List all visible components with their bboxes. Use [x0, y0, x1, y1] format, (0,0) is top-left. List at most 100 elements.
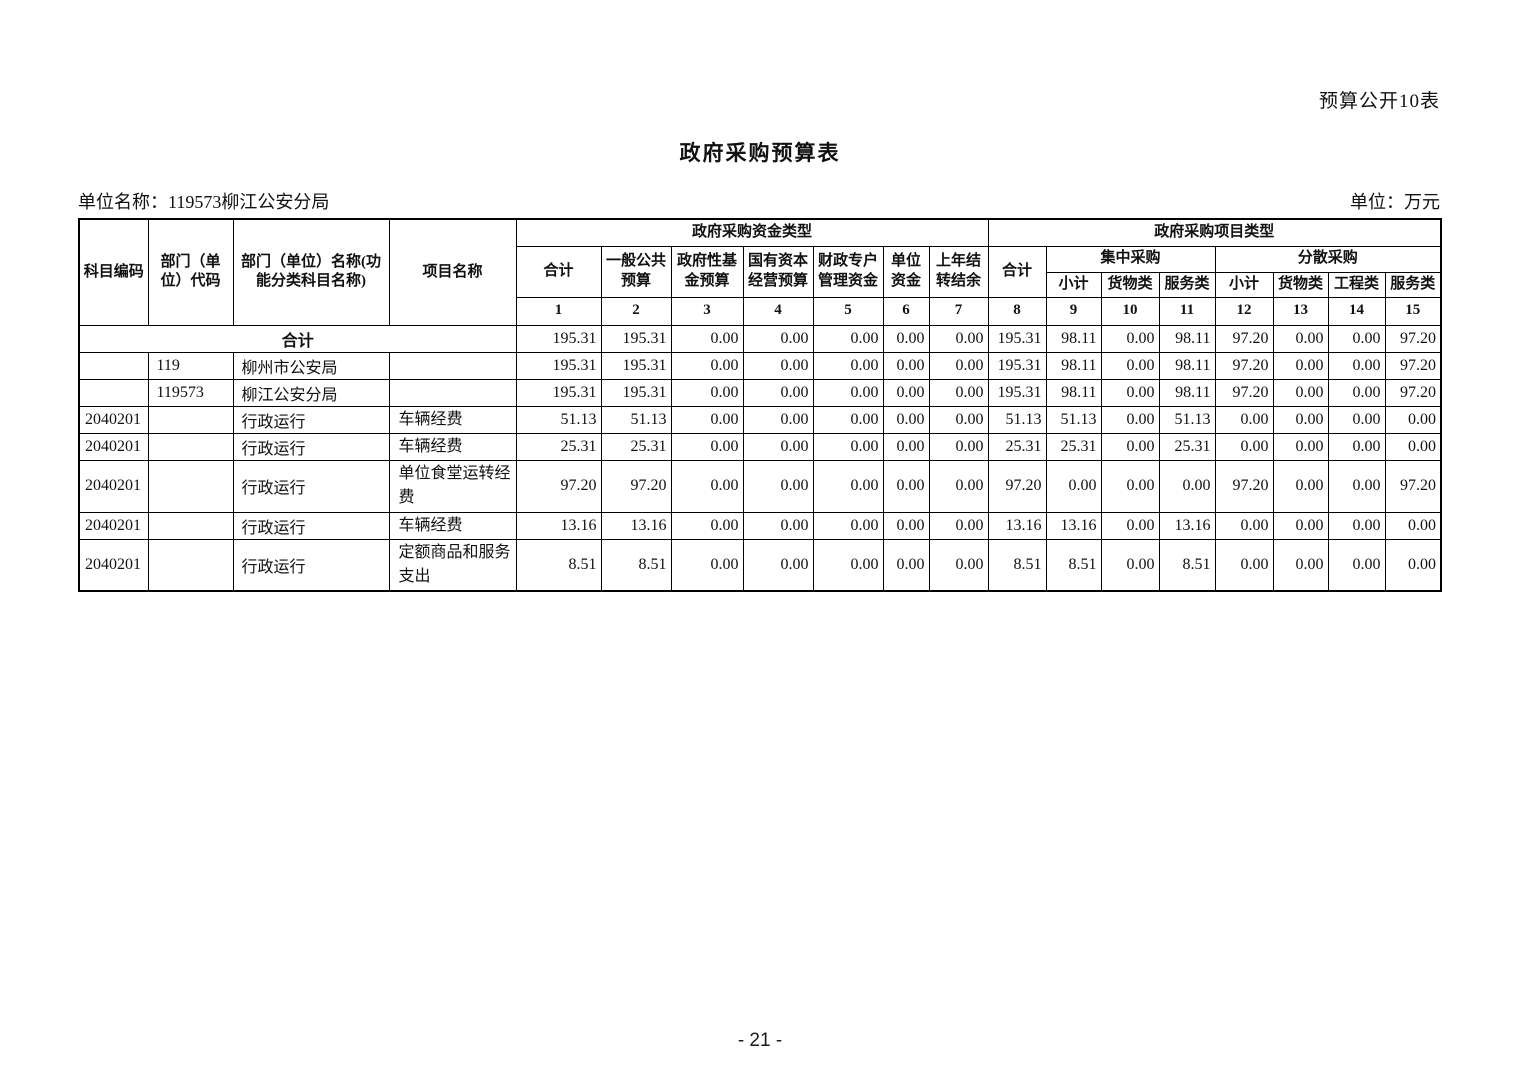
cell-value-col6: 0.00: [882, 405, 930, 434]
cell-value-col2: 97.20: [600, 459, 672, 513]
cell-value-col14: 0.00: [1327, 511, 1386, 540]
cell-value-col9: 25.31: [1045, 432, 1102, 461]
header-fund-state-capital: 国有资本经营预算: [742, 245, 814, 298]
cell-value-col7: 0.00: [928, 511, 989, 540]
cell-value-col14: 0.00: [1327, 459, 1386, 513]
cell-value-col5: 0.00: [812, 538, 884, 592]
table-row: 119573 柳江公安分局 195.31 195.31 0.00 0.00 0.00 0.00…: [78, 378, 1442, 407]
cell-value-col11: 98.11: [1158, 351, 1216, 380]
cell-value-col15: 97.20: [1384, 351, 1442, 380]
budget-table: 科目编码 部门（单位）代码 部门（单位）名称(功能分类科目名称) 项目名称 政府…: [78, 218, 1443, 592]
cell-dept-code: 119573: [147, 378, 234, 407]
cell-value-col8: 13.16: [987, 511, 1047, 540]
table-row: 2040201 行政运行 单位食堂运转经费 97.20 97.20 0.00 0.00 0.0…: [78, 459, 1442, 513]
cell-dept-name: 行政运行: [232, 511, 390, 540]
cell-value-col10: 0.00: [1100, 432, 1160, 461]
table-row: 119 柳州市公安局 195.31 195.31 0.00 0.00 0.00 0.00 0.0…: [78, 351, 1442, 380]
header-col-number-12: 12: [1214, 296, 1274, 326]
cell-value-col12: 0.00: [1214, 432, 1274, 461]
header-col-number-7: 7: [928, 296, 989, 326]
cell-value-col9: 0.00: [1045, 459, 1102, 513]
cell-subject-code: 2040201: [78, 538, 149, 592]
cell-value-col2: 195.31: [600, 351, 672, 380]
header-dept-name: 部门（单位）名称(功能分类科目名称): [232, 218, 390, 326]
header-centralized-subtotal: 小计: [1045, 271, 1102, 298]
header-col-number-15: 15: [1384, 296, 1442, 326]
header-fund-fiscal-account: 财政专户管理资金: [812, 245, 884, 298]
header-col-number-3: 3: [670, 296, 744, 326]
cell-dept-code: [147, 432, 234, 461]
cell-value-col7: 0.00: [928, 405, 989, 434]
cell-dept-code: 119: [147, 351, 234, 380]
cell-value-col3: 0.00: [670, 511, 744, 540]
cell-value-col1: 195.31: [515, 351, 602, 380]
cell-value-col4: 0.00: [742, 378, 814, 407]
header-fund-type-group: 政府采购资金类型: [515, 218, 989, 247]
cell-value-col4: 0.00: [742, 538, 814, 592]
cell-value-col2: 13.16: [600, 511, 672, 540]
cell-dept-name: 柳州市公安局: [232, 351, 390, 380]
header-col-number-1: 1: [515, 296, 602, 326]
header-project-total: 合计: [987, 245, 1047, 298]
cell-project-name: 车辆经费: [388, 405, 517, 434]
cell-value-col4: 0.00: [742, 432, 814, 461]
table-row-total: 合计 195.31 195.31 0.00 0.00 0.00 0.00 0.00 195.31…: [78, 324, 1442, 353]
cell-value-col5: 0.00: [812, 324, 884, 353]
page-title: 政府采购预算表: [679, 141, 841, 165]
cell-value-col7: 0.00: [928, 459, 989, 513]
cell-value-col3: 0.00: [670, 351, 744, 380]
cell-subject-code: [78, 351, 149, 380]
header-decentralized-subtotal: 小计: [1214, 271, 1274, 298]
cell-value-col7: 0.00: [928, 378, 989, 407]
header-col-number-14: 14: [1327, 296, 1386, 326]
header-project-type-group: 政府采购项目类型: [987, 218, 1442, 247]
cell-value-col12: 97.20: [1214, 351, 1274, 380]
cell-value-col13: 0.00: [1272, 459, 1329, 513]
cell-value-col8: 25.31: [987, 432, 1047, 461]
cell-value-col2: 51.13: [600, 405, 672, 434]
cell-value-col15: 0.00: [1384, 511, 1442, 540]
cell-value-col11: 98.11: [1158, 324, 1216, 353]
cell-subject-code: [78, 378, 149, 407]
cell-value-col10: 0.00: [1100, 511, 1160, 540]
cell-value-col15: 97.20: [1384, 459, 1442, 513]
cell-value-col9: 8.51: [1045, 538, 1102, 592]
cell-value-col13: 0.00: [1272, 324, 1329, 353]
table-row: 2040201 行政运行 定额商品和服务支出 8.51 8.51 0.00 0.00 0.00…: [78, 538, 1442, 592]
cell-value-col11: 13.16: [1158, 511, 1216, 540]
cell-value-col15: 97.20: [1384, 378, 1442, 407]
table-header: 科目编码 部门（单位）代码 部门（单位）名称(功能分类科目名称) 项目名称 政府…: [78, 218, 1442, 326]
header-dept-code: 部门（单位）代码: [147, 218, 234, 326]
cell-value-col2: 195.31: [600, 378, 672, 407]
cell-value-col13: 0.00: [1272, 351, 1329, 380]
header-col-number-2: 2: [600, 296, 672, 326]
cell-value-col3: 0.00: [670, 378, 744, 407]
cell-value-col15: 0.00: [1384, 432, 1442, 461]
cell-dept-code: [147, 538, 234, 592]
cell-value-col1: 25.31: [515, 432, 602, 461]
cell-value-col5: 0.00: [812, 405, 884, 434]
header-decentralized-goods: 货物类: [1272, 271, 1329, 298]
cell-value-col12: 0.00: [1214, 511, 1274, 540]
cell-dept-name: 柳江公安分局: [232, 378, 390, 407]
cell-value-col12: 97.20: [1214, 378, 1274, 407]
cell-dept-name: 行政运行: [232, 405, 390, 434]
cell-subject-code: 2040201: [78, 432, 149, 461]
cell-value-col14: 0.00: [1327, 538, 1386, 592]
cell-project-name: 车辆经费: [388, 511, 517, 540]
cell-value-col6: 0.00: [882, 378, 930, 407]
cell-dept-code: [147, 511, 234, 540]
cell-value-col13: 0.00: [1272, 432, 1329, 461]
cell-value-col1: 195.31: [515, 324, 602, 353]
cell-value-col5: 0.00: [812, 351, 884, 380]
cell-value-col7: 0.00: [928, 351, 989, 380]
cell-value-col10: 0.00: [1100, 538, 1160, 592]
cell-value-col14: 0.00: [1327, 405, 1386, 434]
header-fund-govt-fund: 政府性基金预算: [670, 245, 744, 298]
cell-value-col15: 97.20: [1384, 324, 1442, 353]
cell-value-col8: 195.31: [987, 351, 1047, 380]
header-project-name: 项目名称: [388, 218, 517, 326]
cell-value-col6: 0.00: [882, 511, 930, 540]
cell-subject-code: 2040201: [78, 405, 149, 434]
cell-value-col2: 25.31: [600, 432, 672, 461]
